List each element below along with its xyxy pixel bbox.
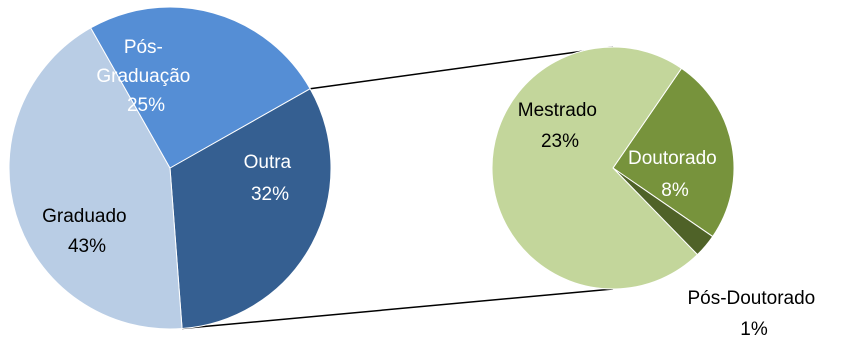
slice-doutorado [612, 67, 735, 238]
connector-line-bottom [182, 288, 614, 330]
slice-pos-graduacao [90, 6, 311, 169]
slice-outra [169, 88, 332, 330]
connector-line-top [310, 46, 614, 90]
label-pos-doutorado: Pós-Doutorado 1% [687, 288, 820, 340]
main-pie [8, 6, 332, 330]
label-doutorado: Doutorado 8% [628, 148, 722, 201]
label-outra: Outra 32% [244, 152, 297, 205]
connector-lines [182, 46, 614, 330]
label-pos-graduacao: Pós- Graduação 25% [96, 37, 195, 116]
label-mestrado: Mestrado 23% [518, 100, 602, 152]
slice-graduado [8, 27, 183, 330]
label-graduado: Graduado 43% [42, 206, 132, 257]
secondary-pie [491, 46, 735, 290]
slice-mestrado [491, 46, 699, 290]
